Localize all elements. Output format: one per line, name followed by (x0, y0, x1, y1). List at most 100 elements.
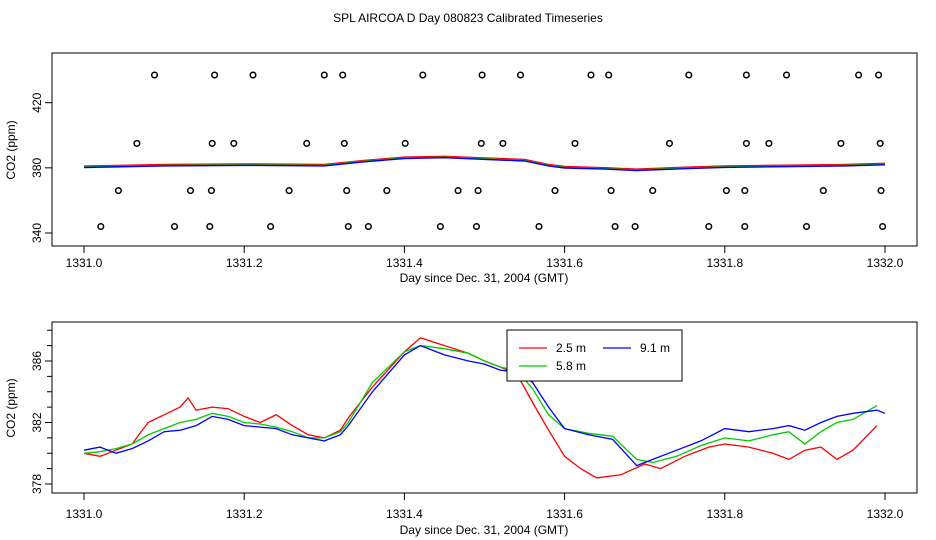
calibration-point (474, 187, 482, 195)
calibration-point (571, 139, 579, 147)
calibration-point (249, 71, 257, 79)
legend-box (506, 329, 683, 382)
bottom-x-tick-label: 1331.4 (386, 507, 423, 521)
top-x-tick-label: 1332.0 (867, 256, 904, 270)
panel-top-points (97, 71, 887, 231)
bottom-series-line-2-5-m (83, 337, 878, 479)
calibration-point (605, 71, 613, 79)
calibration-point (742, 139, 750, 147)
top-x-tick-label: 1331.2 (226, 256, 263, 270)
calibration-point (343, 187, 351, 195)
top-series-line-9-1-m (83, 156, 886, 172)
bottom-series-line-5-8-m (83, 344, 878, 464)
calibration-point (665, 139, 674, 147)
calibration-point (230, 139, 238, 147)
calibration-point (782, 71, 791, 79)
calibration-point (454, 187, 462, 195)
calibration-point (97, 222, 105, 231)
legend-label-5-8m: 5.8 m (556, 359, 586, 373)
panel-bottom-xlabel: Day since Dec. 31, 2004 (GMT) (400, 523, 569, 537)
bottom-series-line-9-1-m (83, 344, 886, 467)
top-x-tick-label: 1331.8 (706, 256, 743, 270)
calibration-point (876, 139, 884, 147)
bottom-x-tick-label: 1331.8 (706, 507, 743, 521)
top-y-tick-label: 340 (30, 223, 44, 243)
panel-top: 1331.0 1331.2 1331.4 1331.6 1331.8 1332.0 340… (4, 52, 918, 285)
chart-title: SPL AIRCOA D Day 080823 Calibrated Times… (333, 11, 603, 25)
calibration-point (344, 222, 352, 231)
calibration-point (340, 139, 348, 147)
calibration-point (742, 71, 750, 79)
calibration-point (478, 71, 486, 79)
calibration-point (207, 187, 215, 195)
calibration-point (741, 187, 749, 195)
top-y-tick-label: 420 (30, 92, 44, 112)
legend-label-2-5m: 2.5 m (556, 341, 586, 355)
panel-top-xlabel: Day since Dec. 31, 2004 (GMT) (400, 271, 569, 285)
calibration-point (875, 71, 883, 79)
calibration-point (133, 139, 141, 147)
calibration-point (383, 187, 391, 195)
calibration-point (211, 71, 219, 79)
calibration-point (722, 187, 730, 195)
calibration-point (472, 222, 481, 231)
top-x-tick-label: 1331.6 (546, 256, 583, 270)
calibration-point (303, 139, 311, 147)
calibration-point (611, 222, 619, 231)
calibration-point (150, 71, 159, 79)
calibration-point (206, 222, 214, 231)
calibration-point (114, 187, 122, 195)
calibration-point (819, 187, 827, 195)
panel-bottom-frame (51, 321, 918, 494)
panel-top-x-ticks: 1331.0 1331.2 1331.4 1331.6 1331.8 1332.0 (66, 246, 904, 270)
calibration-point (208, 139, 216, 147)
calibration-point (765, 139, 773, 147)
panel-bottom-y-ticks: 378 382 386 (30, 329, 52, 494)
bottom-x-tick-label: 1331.2 (226, 507, 263, 521)
bottom-x-tick-label: 1331.0 (66, 507, 103, 521)
calibration-point (855, 71, 863, 79)
panel-bottom-series (83, 337, 886, 479)
calibration-point (535, 222, 543, 231)
panel-top-y-ticks: 340 380 420 (30, 92, 52, 243)
calibration-point (877, 187, 885, 195)
calibration-point (607, 187, 615, 195)
calibration-point (436, 222, 444, 231)
calibration-point (741, 222, 749, 231)
calibration-point (419, 71, 427, 79)
calibration-point (401, 139, 409, 147)
top-series-line-2-5-m (83, 155, 886, 170)
panel-bottom-x-ticks: 1331.0 1331.2 1331.4 1331.6 1331.8 1332.0 (66, 493, 904, 521)
calibration-point (186, 187, 195, 195)
bottom-y-tick-label: 386 (30, 351, 44, 371)
calibration-point (499, 139, 507, 147)
calibration-point (477, 139, 485, 147)
calibration-point (879, 222, 887, 231)
calibration-point (551, 187, 559, 195)
bottom-x-tick-label: 1332.0 (867, 507, 904, 521)
panel-top-frame (51, 52, 918, 247)
calibration-point (516, 71, 525, 79)
panel-bottom-ylabel: CO2 (ppm) (4, 378, 18, 437)
calibration-point (837, 139, 845, 147)
calibration-point (587, 71, 595, 79)
calibration-point (705, 222, 713, 231)
panel-top-ylabel: CO2 (ppm) (4, 120, 18, 179)
calibration-point (339, 71, 347, 79)
bottom-x-tick-label: 1331.6 (546, 507, 583, 521)
calibration-point (285, 187, 293, 195)
calibration-point (170, 222, 179, 231)
legend: 2.5 m 9.1 m 5.8 m (506, 329, 683, 382)
calibration-point (267, 222, 275, 231)
top-x-tick-label: 1331.0 (66, 256, 103, 270)
top-y-tick-label: 380 (30, 158, 44, 178)
legend-label-9-1m: 9.1 m (640, 341, 670, 355)
calibration-point (631, 222, 639, 231)
calibration-point (649, 187, 657, 195)
bottom-y-tick-label: 382 (30, 412, 44, 432)
calibration-point (802, 222, 811, 231)
panel-top-series (83, 155, 886, 172)
calibration-point (320, 71, 328, 79)
panel-bottom: 1331.0 1331.2 1331.4 1331.6 1331.8 1332.0 378… (4, 321, 918, 537)
